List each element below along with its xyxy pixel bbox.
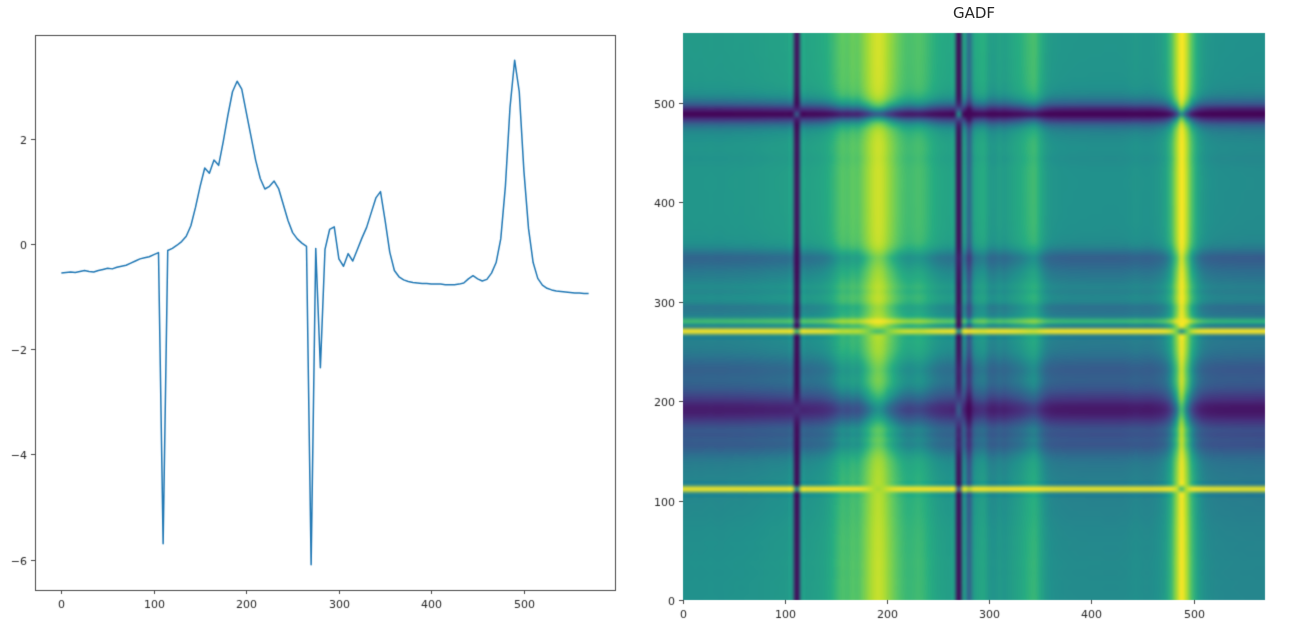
time-series-line-chart [0, 0, 645, 643]
gadf-heatmap [645, 0, 1291, 643]
gadf-plot-title: GADF [952, 4, 996, 22]
